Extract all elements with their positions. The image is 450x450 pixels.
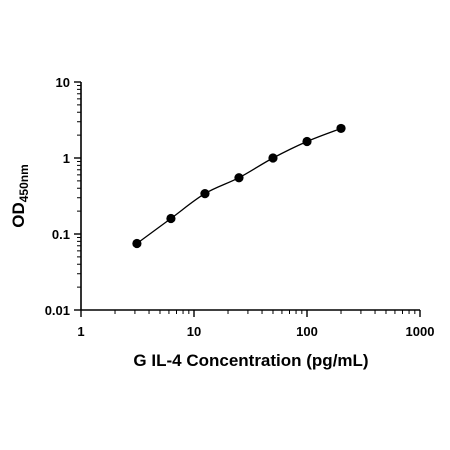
y-axis-title: OD450nm bbox=[9, 164, 31, 228]
data-points bbox=[132, 123, 346, 249]
x-tick-label: 1000 bbox=[406, 324, 435, 339]
y-tick-labels: 0.01 0.1 1 10 bbox=[45, 75, 70, 318]
data-point bbox=[166, 213, 176, 224]
data-point bbox=[268, 153, 278, 163]
x-tick-labels: 1 10 100 1000 bbox=[77, 324, 434, 339]
x-tick-label: 10 bbox=[187, 324, 201, 339]
data-point bbox=[132, 238, 142, 249]
y-axis-title-main: OD bbox=[9, 202, 28, 228]
data-point bbox=[336, 123, 346, 134]
y-axis-title-sub: 450nm bbox=[17, 164, 31, 202]
y-tick-label: 0.1 bbox=[52, 227, 70, 242]
x-tick-label: 100 bbox=[296, 324, 318, 339]
minor-ticks bbox=[77, 84, 416, 314]
y-tick-label: 10 bbox=[56, 75, 70, 90]
x-tick-label: 1 bbox=[77, 324, 84, 339]
tick-marks bbox=[74, 81, 421, 317]
y-tick-label: 0.01 bbox=[45, 303, 70, 318]
data-point bbox=[234, 173, 244, 183]
data-point bbox=[200, 189, 210, 199]
x-axis-title: G IL-4 Concentration (pg/mL) bbox=[133, 351, 368, 370]
y-tick-label: 1 bbox=[63, 151, 70, 166]
data-point bbox=[302, 136, 312, 147]
fit-curve bbox=[136, 127, 342, 245]
